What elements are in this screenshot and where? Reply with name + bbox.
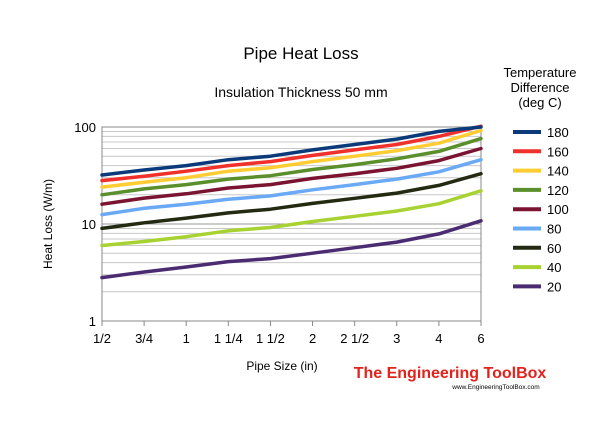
series-line-140 [100,128,483,189]
legend-label-140: 140 [547,164,569,179]
series-line-40 [100,189,483,248]
legend-label-180: 180 [547,125,569,140]
legend-title-line: Temperature [504,65,577,80]
series-lines [100,124,483,280]
series-line-80 [100,157,483,217]
engineering-toolbox-url[interactable]: www.EngineeringToolBox.com [451,384,539,391]
y-axis-ticks: 1 10 100 [74,120,96,329]
x-tick-label: 2 1/2 [340,331,369,346]
x-tick-label: 1 [183,331,190,346]
legend: 180 160 140 120 100 80 60 40 20 [513,125,569,294]
series-line-160 [100,124,483,183]
legend-label-20: 20 [547,279,561,294]
legend-label-80: 80 [547,222,561,237]
y-tick-label: 10 [82,217,96,232]
x-tick-label: 3 [393,331,400,346]
legend-label-100: 100 [547,202,569,217]
x-tick-label: 2 [309,331,316,346]
x-tick-label: 3/4 [135,331,153,346]
legend-title-line: Difference [510,80,569,95]
series-line-60 [100,171,483,231]
chart-title: Pipe Heat Loss [243,44,358,63]
y-tick-label: 100 [74,120,96,135]
x-tick-label: 6 [477,331,484,346]
legend-label-160: 160 [547,144,569,159]
x-axis-ticks: 1/2 3/4 1 1 1/4 1 1/2 2 2 1/2 3 4 6 [93,331,485,346]
y-tick-label: 1 [89,314,96,329]
legend-title: Temperature Difference (deg C) [504,65,577,110]
engineering-toolbox-logo[interactable]: The Engineering ToolBox [354,365,547,382]
series-line-180 [100,125,483,177]
y-axis-label: Heat Loss (W/m) [41,179,55,269]
legend-label-60: 60 [547,241,561,256]
legend-label-40: 40 [547,260,561,275]
series-line-120 [100,136,483,197]
legend-title-line: (deg C) [518,95,561,110]
series-line-20 [100,219,483,280]
plot-area [101,126,482,322]
legend-label-120: 120 [547,183,569,198]
x-tick-label: 4 [435,331,442,346]
x-tick-label: 1 1/4 [214,331,243,346]
x-tick-label: 1/2 [93,331,111,346]
chart-subtitle: Insulation Thickness 50 mm [214,84,387,100]
x-axis-label: Pipe Size (in) [246,359,317,373]
series-line-100 [100,146,483,206]
x-tick-label: 1 1/2 [256,331,285,346]
